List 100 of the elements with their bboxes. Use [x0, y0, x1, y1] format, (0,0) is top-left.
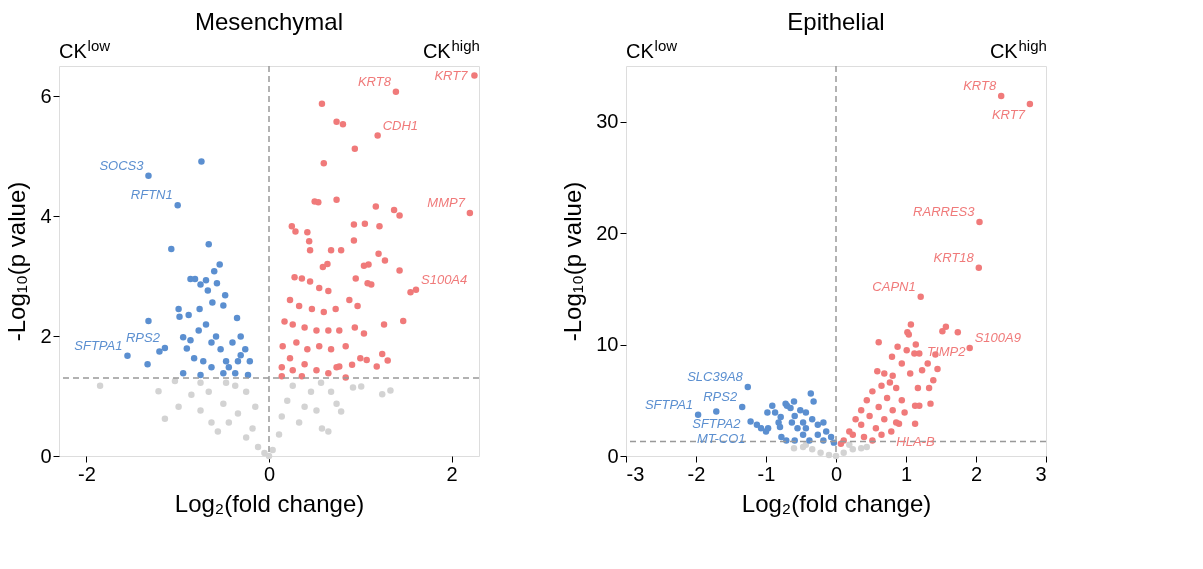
point [246, 357, 254, 365]
point [275, 431, 283, 438]
annotation: KRT8 [963, 78, 997, 94]
point [176, 313, 183, 321]
point [349, 384, 357, 391]
point [295, 419, 303, 426]
annotation: S100A9 [974, 329, 1021, 345]
point [196, 305, 203, 313]
point [214, 428, 222, 435]
point [225, 363, 233, 371]
point [208, 339, 215, 346]
y-tick-label: 20 [596, 221, 619, 244]
y-tick-label: 0 [40, 444, 52, 467]
point [242, 388, 250, 396]
point [175, 403, 182, 411]
x-tick-label: 0 [830, 462, 843, 485]
x-tick-label: -2 [687, 462, 706, 485]
point [197, 379, 204, 387]
point [205, 388, 212, 396]
point [190, 354, 198, 362]
y-tick-label: 4 [40, 204, 52, 227]
point [327, 388, 335, 396]
annotation: RARRES3 [913, 204, 976, 219]
point [179, 369, 187, 377]
point [200, 357, 207, 365]
point [222, 379, 230, 387]
x-tick-label: 2 [970, 462, 983, 485]
point [289, 382, 296, 390]
point [242, 345, 249, 353]
point [225, 419, 233, 426]
point [237, 333, 244, 340]
annotation: TIMP2 [927, 344, 967, 360]
point [337, 408, 345, 415]
point [197, 281, 204, 288]
point [284, 397, 291, 405]
x-tick-label: 2 [446, 462, 458, 485]
point [191, 275, 199, 283]
point [179, 333, 187, 341]
annotation: SFTPA1 [644, 396, 694, 412]
point [301, 403, 308, 411]
annotation: KRT7 [434, 67, 469, 83]
x-tick-label: 0 [263, 462, 276, 485]
point [333, 400, 340, 408]
point [278, 413, 286, 420]
annotation: SFTPA1 [74, 337, 123, 353]
annotation: KRT7 [991, 106, 1026, 122]
point [222, 357, 230, 365]
x-axis-title: Log₂(fold change) [741, 489, 932, 517]
point [252, 403, 259, 411]
point [269, 446, 276, 454]
x-tick-label: -1 [757, 462, 776, 485]
point [175, 305, 182, 313]
point [208, 419, 215, 426]
point [254, 443, 262, 451]
annotation: SFTPA2 [692, 416, 742, 432]
point [183, 345, 191, 352]
point [124, 352, 131, 360]
point [205, 240, 212, 248]
y-tick-label: 10 [596, 333, 619, 356]
point [145, 172, 152, 180]
point [174, 201, 181, 209]
point [96, 382, 104, 390]
annotation: MMP7 [427, 195, 466, 210]
point [318, 425, 326, 432]
y-tick-label: 6 [40, 84, 52, 107]
annotation: SOCS3 [99, 157, 145, 173]
point [156, 348, 163, 355]
y-axis-title: -Log₁₀(p value) [559, 181, 587, 342]
point [197, 407, 204, 414]
point [313, 407, 320, 414]
point [145, 317, 152, 325]
point [217, 345, 224, 353]
chart-title: Mesenchymal [194, 8, 344, 35]
point [237, 351, 244, 359]
point [387, 387, 394, 394]
x-axis-title: Log₂(fold change) [174, 489, 365, 517]
point [220, 369, 227, 377]
point [249, 425, 256, 432]
point [210, 267, 218, 275]
point [168, 245, 175, 253]
point [213, 279, 221, 287]
point [195, 327, 202, 334]
point [234, 410, 242, 417]
annotation: KRT8 [357, 73, 392, 89]
x-tick-label: 3 [1035, 462, 1047, 485]
point [197, 371, 204, 379]
annotation: RFTN1 [130, 187, 173, 203]
x-tick-label: 1 [900, 462, 913, 485]
point [144, 360, 151, 368]
point [220, 302, 227, 309]
point [231, 382, 239, 390]
x-tick-label: -2 [77, 462, 96, 485]
annotation: CAPN1 [872, 278, 916, 294]
annotation: CDH1 [382, 117, 419, 133]
annotation: S100A4 [421, 271, 468, 287]
point [229, 339, 236, 346]
point [265, 452, 273, 460]
point [198, 158, 205, 165]
annotation: HLA-B [896, 434, 935, 450]
point [187, 336, 194, 344]
